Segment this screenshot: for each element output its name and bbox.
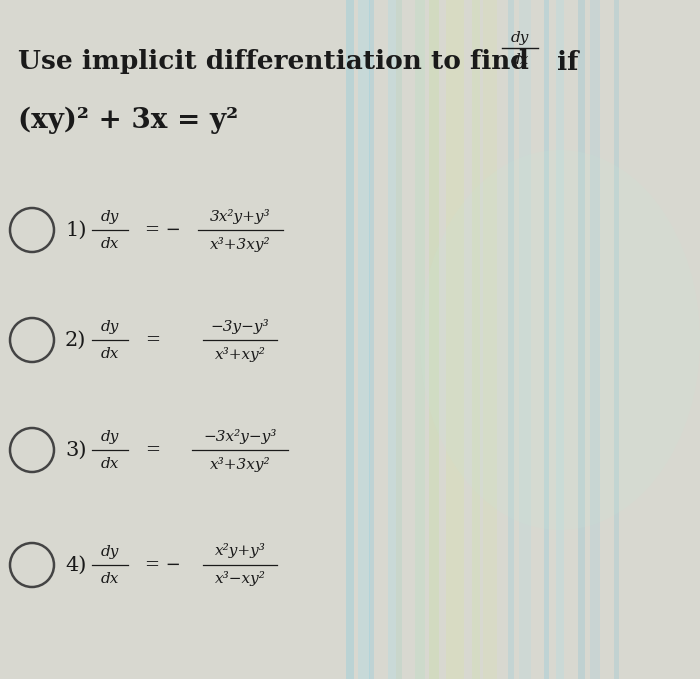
- Bar: [368, 0, 374, 679]
- Text: x³+3xy²: x³+3xy²: [210, 456, 270, 471]
- Bar: [472, 0, 480, 679]
- Text: if: if: [548, 50, 578, 75]
- Text: dx: dx: [101, 347, 119, 361]
- Text: =: =: [145, 331, 160, 349]
- Bar: [508, 0, 514, 679]
- Bar: [447, 0, 463, 679]
- Text: dx: dx: [511, 53, 529, 67]
- Text: 2): 2): [65, 331, 86, 350]
- Text: −3y−y³: −3y−y³: [211, 318, 270, 333]
- Text: dy: dy: [101, 545, 119, 559]
- Text: 4): 4): [65, 555, 86, 574]
- Text: dy: dy: [101, 430, 119, 444]
- Text: = −: = −: [145, 556, 181, 574]
- Bar: [589, 0, 601, 679]
- Text: dy: dy: [101, 320, 119, 334]
- Bar: [414, 0, 426, 679]
- Bar: [543, 0, 549, 679]
- Text: = −: = −: [145, 221, 181, 239]
- Text: −3x²y−y³: −3x²y−y³: [203, 428, 276, 443]
- Bar: [396, 0, 402, 679]
- Bar: [519, 0, 531, 679]
- Text: dx: dx: [101, 457, 119, 471]
- Ellipse shape: [420, 150, 700, 530]
- Text: x³+3xy²: x³+3xy²: [210, 236, 270, 251]
- Bar: [388, 0, 396, 679]
- Text: 1): 1): [65, 221, 87, 240]
- Text: 3x²y+y³: 3x²y+y³: [210, 208, 270, 223]
- Text: Use implicit differentiation to find: Use implicit differentiation to find: [18, 50, 529, 75]
- Bar: [578, 0, 584, 679]
- Text: (xy)² + 3x = y²: (xy)² + 3x = y²: [18, 107, 238, 134]
- Text: dx: dx: [101, 572, 119, 586]
- Bar: [613, 0, 619, 679]
- Text: dy: dy: [511, 31, 529, 45]
- Bar: [358, 0, 370, 679]
- Text: x³−xy²: x³−xy²: [215, 572, 265, 587]
- Text: x²y+y³: x²y+y³: [215, 543, 265, 559]
- Text: =: =: [145, 441, 160, 459]
- Text: dx: dx: [101, 237, 119, 251]
- Bar: [346, 0, 354, 679]
- Text: 3): 3): [65, 441, 87, 460]
- Bar: [483, 0, 497, 679]
- Text: dy: dy: [101, 210, 119, 224]
- Bar: [429, 0, 439, 679]
- Bar: [556, 0, 564, 679]
- Text: x³+xy²: x³+xy²: [215, 346, 265, 361]
